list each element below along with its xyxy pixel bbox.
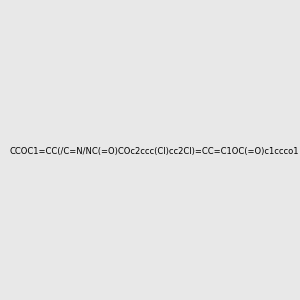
Text: CCOC1=CC(/C=N/NC(=O)COc2ccc(Cl)cc2Cl)=CC=C1OC(=O)c1ccco1: CCOC1=CC(/C=N/NC(=O)COc2ccc(Cl)cc2Cl)=CC…: [9, 147, 298, 156]
